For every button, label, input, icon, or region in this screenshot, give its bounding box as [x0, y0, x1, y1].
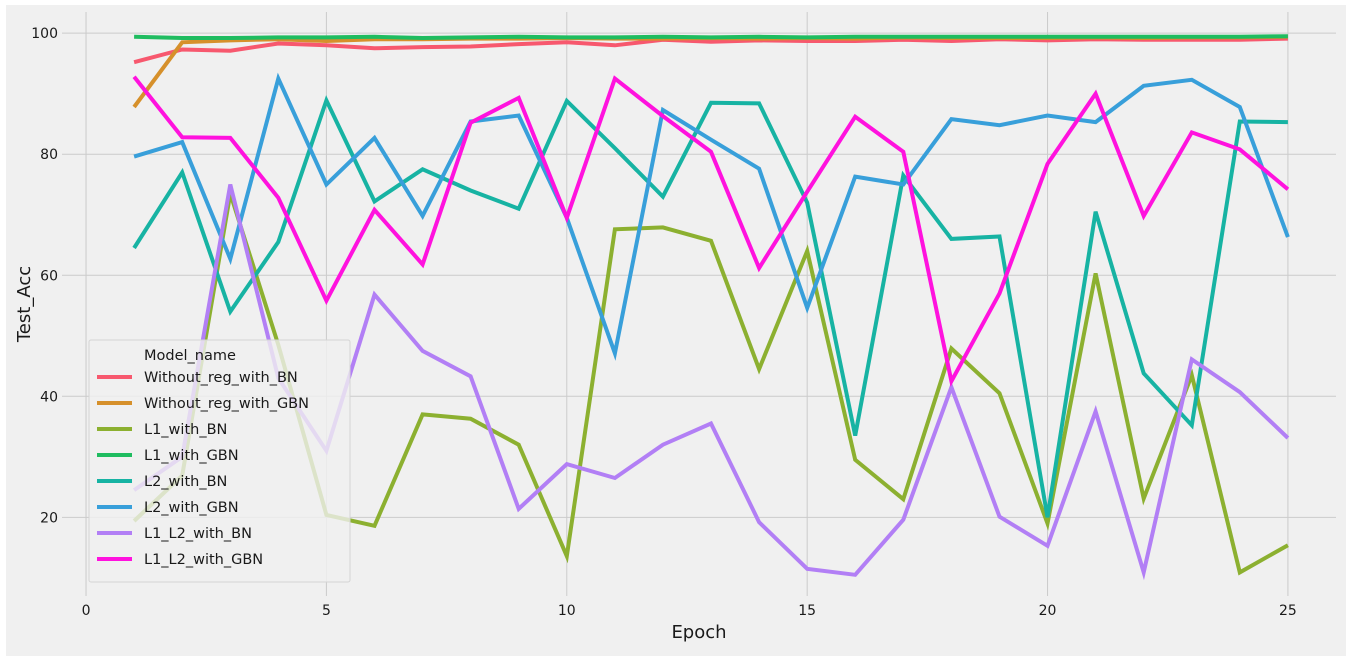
y-tick-label: 80: [40, 147, 58, 163]
x-tick-label: 15: [798, 603, 816, 619]
series-line-l2-with-bn: [132, 95, 1288, 518]
legend-title: Model_name: [144, 348, 236, 364]
x-tick-label: 5: [322, 603, 331, 619]
series-line-l1-with-gbn: [134, 34, 1288, 41]
legend-frame: [88, 339, 351, 583]
legend-label: L1_with_BN: [144, 422, 227, 438]
legend-label: L1_L2_with_BN: [144, 526, 252, 542]
legend-label: Without_reg_with_BN: [144, 370, 298, 386]
legend: Model_name Without_reg_with_BNWithout_re…: [88, 339, 351, 583]
x-axis-title: Epoch: [671, 622, 726, 643]
legend-items: Without_reg_with_BN Without_reg_with_GBN L…: [97, 370, 309, 568]
y-axis-title: Test_Acc: [14, 266, 35, 343]
legend-label: L1_L2_with_GBN: [144, 552, 263, 568]
y-tick-label: 60: [40, 268, 58, 284]
y-tick-label: 40: [40, 389, 58, 405]
x-tick-label: 10: [558, 603, 576, 619]
y-tick-label: 20: [40, 510, 58, 526]
y-tick-label: 100: [31, 26, 58, 42]
series-line-l1-l2-with-gbn: [132, 75, 1290, 387]
legend-label: L1_with_GBN: [144, 448, 239, 464]
y-tick-labels: 20 40 60 80 100: [31, 26, 58, 526]
x-tick-label: 0: [82, 603, 91, 619]
x-tick-labels: 0 5 10 15 20 25: [82, 603, 1297, 619]
legend-label: L2_with_BN: [144, 474, 227, 490]
x-tick-label: 20: [1039, 603, 1057, 619]
legend-label: Without_reg_with_GBN: [144, 396, 309, 412]
legend-label: L2_with_GBN: [144, 500, 239, 516]
x-tick-label: 25: [1279, 603, 1297, 619]
series-line-l2-with-gbn: [133, 72, 1290, 361]
